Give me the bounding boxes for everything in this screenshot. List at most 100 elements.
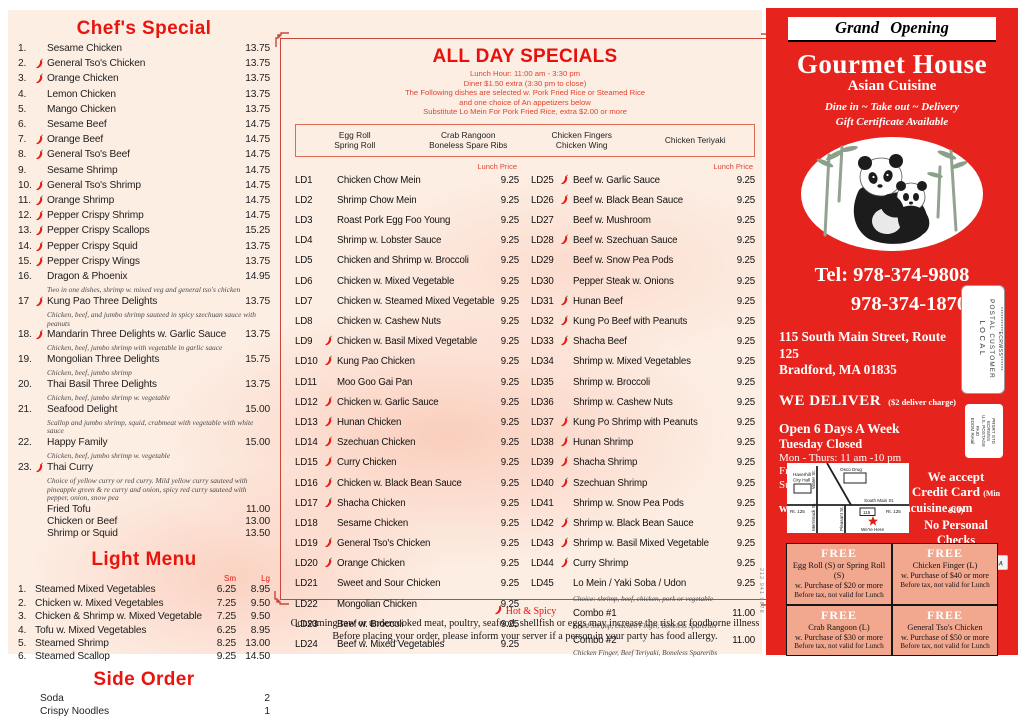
- item-price: 9.25: [736, 517, 755, 529]
- item-code: LD12: [295, 396, 318, 408]
- menu-item: 22. Happy Family 15.00 Chicken, beef, ju…: [18, 437, 270, 461]
- menu-item-row: LD44 Curry Shrimp 9.25: [531, 557, 755, 572]
- item-code: LD13: [295, 416, 318, 428]
- special-item: LD28 Beef w. Szechuan Sauce 9.25: [531, 234, 755, 249]
- chili-icon: [35, 225, 47, 240]
- credit-card-label: Credit Card (Min $10): [911, 484, 1001, 515]
- specials-subtitle-lines: Lunch Hour: 11:00 am - 3:30 pm Diner $1.5…: [281, 69, 769, 117]
- item-name: Steamed Mixed Vegetables: [35, 584, 156, 596]
- item-description: Fried Shrimp, chicken Finger, Boneless S…: [573, 622, 717, 631]
- menu-item-row: LD45 Lo Mein / Yaki Soba / Udon 9.25: [531, 577, 755, 592]
- item-description: Chicken, beef, jumbo shrimp: [47, 368, 132, 378]
- item-name: Beef w. Black Bean Sauce: [573, 194, 684, 206]
- item-price: 9.25: [500, 477, 519, 489]
- item-code: LD1: [295, 174, 313, 186]
- special-item: LD20 Orange Chicken 9.25: [295, 557, 519, 572]
- chili-icon: [35, 241, 47, 256]
- menu-item-row: LD27 Beef w. Mushroom 9.25: [531, 214, 755, 229]
- item-name: Orange Chicken: [337, 558, 405, 570]
- chili-icon: [560, 537, 573, 552]
- chili-icon: [35, 180, 47, 195]
- item-name: Chicken w. Basil Mixed Vegetable: [337, 336, 478, 348]
- item-number: 1.: [18, 43, 27, 54]
- item-price: 9.25: [736, 416, 755, 428]
- item-name: Sesame Beef: [47, 119, 107, 131]
- item-description: Two in one dishes, shrimp w. mixed veg a…: [47, 285, 241, 295]
- menu-item-row: LD39 Shacha Shrimp 9.25: [531, 456, 755, 471]
- item-price: 9.25: [500, 517, 519, 529]
- item-name: Chicken & Shrimp w. Mixed Vegetable: [35, 611, 202, 623]
- menu-item: 7. Orange Beef 14.75: [18, 134, 270, 149]
- item-price: 11.00: [246, 503, 270, 515]
- item-name: Shrimp or Squid: [47, 528, 118, 540]
- item-number: 2.: [18, 597, 27, 609]
- menu-item: 16. Dragon & Phoenix 14.95 Two in one di…: [18, 271, 270, 295]
- item-name: Sesame Chicken: [337, 517, 409, 529]
- printer-credit: 212 941 9878: [758, 568, 764, 614]
- specials-column-left: Lunch Price LD1 Chicken Chow Mein 9.25: [295, 157, 519, 662]
- menu-item-row: 9. Sesame Shrimp 14.75: [18, 165, 270, 180]
- disclaimer-line: Before placing your order, please inform…: [332, 630, 718, 642]
- menu-item-row: LD5 Chicken and Shrimp w. Broccoli 9.25: [295, 254, 519, 269]
- permit-line: ECRWSS: [985, 420, 991, 442]
- permit-line: PRSRT STD: [991, 418, 996, 444]
- item-name: Pepper Crispy Scallops: [47, 225, 150, 237]
- menu-item-row: LD42 Shrimp w. Black Bean Sauce 9.25: [531, 517, 755, 532]
- item-price-small: 7.25: [216, 597, 236, 609]
- coupon-note: Before tax, not valid for Lunch: [794, 642, 884, 650]
- item-price: 13.75: [245, 73, 270, 85]
- chili-icon: [324, 557, 337, 572]
- menu-item-row: LD4 Shrimp w. Lobster Sauce 9.25: [295, 234, 519, 249]
- disclaimer-line: Consuming raw or undercooked meat, poult…: [290, 618, 760, 629]
- item-price-large: 8.95: [250, 584, 270, 596]
- item-number: 5.: [18, 103, 27, 115]
- item-name: Soda: [40, 692, 64, 704]
- chili-icon: [560, 517, 573, 532]
- appetizer-option: Chicken Fingers Chicken Wing: [551, 129, 612, 151]
- chili-icon: [35, 329, 47, 344]
- item-name: Thai Curry: [47, 461, 94, 473]
- chili-icon: [35, 134, 47, 149]
- item-number: 5.: [18, 638, 27, 650]
- item-code: LD9: [295, 336, 313, 348]
- menu-item-row: LD33 Shacha Beef 9.25: [531, 335, 755, 350]
- item-price: 9.25: [500, 396, 519, 408]
- menu-item-row: 7. Orange Beef 14.75: [18, 134, 270, 149]
- item-description: Chicken, beef, jumbo shrimp w. vegetable: [47, 393, 171, 403]
- we-deliver-label: WE DELIVER: [779, 392, 882, 409]
- item-price: 9.25: [736, 376, 755, 388]
- menu-item-row: LD38 Hunan Shrimp 9.25: [531, 436, 755, 451]
- disclaimer: Consuming raw or undercooked meat, poult…: [280, 618, 770, 643]
- menu-item: 9. Sesame Shrimp 14.75: [18, 165, 270, 180]
- menu-item-row: LD43 Shrimp w. Basil Mixed Vegetable 9.2…: [531, 537, 755, 552]
- item-price: 9.25: [736, 558, 755, 570]
- special-item: LD31 Hunan Beef 9.25: [531, 295, 755, 310]
- menu-item-row: 8. General Tso's Beef 14.75: [18, 149, 270, 164]
- item-price-large: 13.00: [245, 638, 270, 650]
- item-code: LD5: [295, 255, 313, 267]
- menu-item-row: LD28 Beef w. Szechuan Sauce 9.25: [531, 234, 755, 249]
- item-description: Scallop and jumbo shrimp, squid, crabmea…: [47, 417, 254, 436]
- special-item: LD39 Shacha Shrimp 9.25: [531, 456, 755, 471]
- item-price: 14.75: [245, 134, 270, 146]
- ecrwss-line: **********ECRWSS******: [997, 307, 1003, 371]
- item-number: 18.: [18, 329, 32, 341]
- brand-panel: Grand Opening Gourmet House Asian Cuisin…: [766, 8, 1018, 656]
- all-day-specials-panel: ALL DAY SPECIALS Lunch Hour: 11:00 am - …: [274, 32, 776, 657]
- chili-icon: [35, 210, 47, 225]
- special-item: LD26 Beef w. Black Bean Sauce 9.25: [531, 194, 755, 209]
- item-name: Mongolian Chicken: [337, 598, 417, 610]
- menu-item-row: 23. Thai Curry: [18, 462, 270, 477]
- special-item: LD41 Shrimp w. Snow Pea Pods 9.25: [531, 497, 755, 512]
- item-name: Chicken and Shrimp w. Broccoli: [337, 255, 469, 267]
- item-name: General Tso's Shrimp: [47, 179, 141, 191]
- item-number: 4.: [18, 624, 27, 636]
- menu-item-row: LD12 Chicken w. Garlic Sauce 9.25: [295, 396, 519, 411]
- menu-item-row: LD3 Roast Pork Egg Foo Young 9.25: [295, 214, 519, 229]
- menu-item-row: Soda 2: [18, 692, 270, 706]
- special-item: LD7 Chicken w. Steamed Mixed Vegetable 9…: [295, 295, 519, 310]
- menu-item-row: 5. Steamed Shrimp 8.25 13.00: [18, 637, 270, 650]
- item-name: Chicken Chow Mein: [337, 174, 421, 186]
- item-price: 9.25: [736, 235, 755, 247]
- item-price: 13.75: [245, 329, 270, 341]
